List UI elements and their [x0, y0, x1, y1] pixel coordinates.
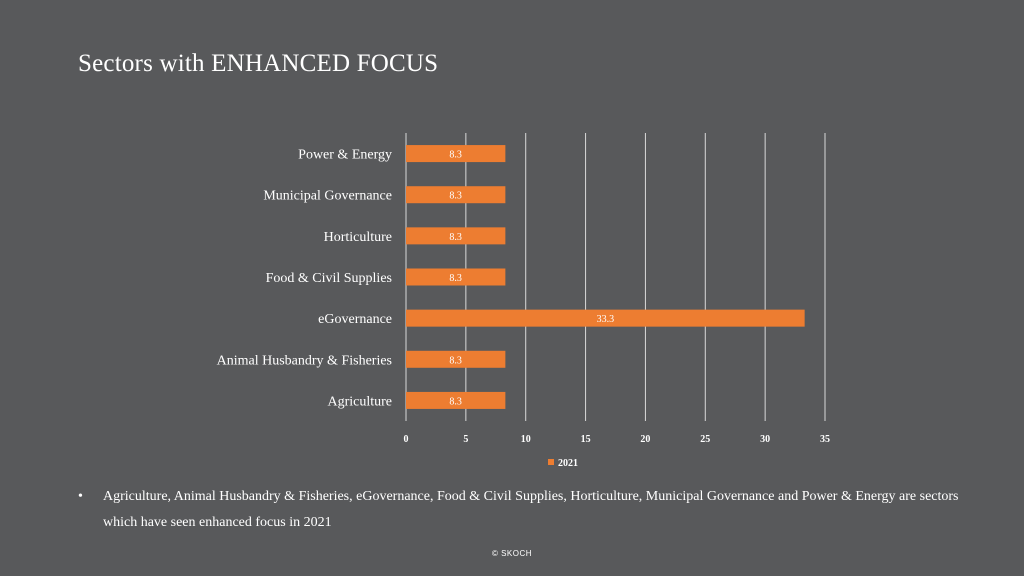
- category-label: eGovernance: [318, 312, 392, 327]
- bullet-icon: •: [78, 489, 83, 504]
- data-label: 8.3: [449, 396, 462, 407]
- legend-swatch: [548, 459, 554, 465]
- data-label: 8.3: [449, 150, 462, 161]
- summary-bullet: • Agriculture, Animal Husbandry & Fisher…: [78, 484, 978, 536]
- data-label: 8.3: [449, 355, 462, 366]
- x-tick-label: 30: [760, 434, 770, 445]
- x-tick-label: 15: [581, 434, 591, 445]
- data-label: 8.3: [449, 273, 462, 284]
- chart-x-tick-labels: 0 5 10 15 20 25 30 35: [404, 434, 831, 445]
- x-tick-label: 5: [463, 434, 468, 445]
- bar: [406, 227, 506, 245]
- x-tick-label: 35: [820, 434, 830, 445]
- category-label: Animal Husbandry & Fisheries: [217, 353, 392, 368]
- chart-data-labels: 8.3 8.3 8.3 8.3 33.3 8.3 8.3: [449, 150, 614, 408]
- bar: [406, 145, 506, 163]
- copyright-footer: © SKOCH: [491, 549, 533, 558]
- category-label: Food & Civil Supplies: [266, 271, 392, 286]
- data-label: 8.3: [449, 191, 462, 202]
- chart-category-labels: Power & Energy Municipal Governance Hortic…: [217, 148, 392, 410]
- category-label: Municipal Governance: [263, 189, 392, 204]
- x-tick-label: 20: [640, 434, 650, 445]
- category-label: Agriculture: [327, 394, 392, 409]
- bar: [406, 391, 506, 409]
- data-label: 33.3: [597, 314, 615, 325]
- slide-title: Sectors with ENHANCED FOCUS: [78, 50, 439, 77]
- bar: [406, 268, 506, 286]
- x-tick-label: 0: [404, 434, 409, 445]
- chart-legend: 2021: [548, 458, 578, 469]
- category-label: Horticulture: [324, 230, 392, 245]
- bar-chart: Power & Energy Municipal Governance Hortic…: [217, 133, 831, 469]
- data-label: 8.3: [449, 232, 462, 243]
- summary-text: Agriculture, Animal Husbandry & Fisherie…: [103, 489, 959, 530]
- x-tick-label: 10: [521, 434, 531, 445]
- legend-label: 2021: [558, 458, 578, 469]
- bar: [406, 350, 506, 368]
- x-tick-label: 25: [700, 434, 710, 445]
- bar: [406, 186, 506, 204]
- chart-bars: [406, 145, 805, 409]
- category-label: Power & Energy: [298, 148, 392, 163]
- bar: [406, 309, 805, 327]
